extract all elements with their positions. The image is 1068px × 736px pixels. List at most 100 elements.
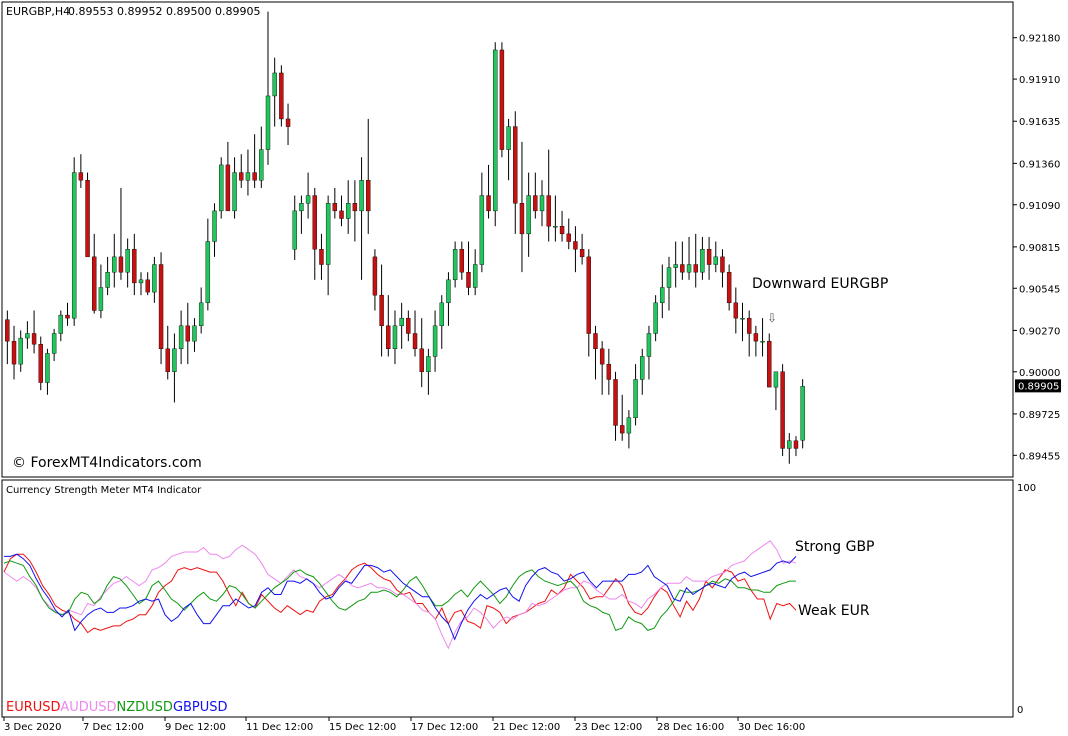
candle-bullish [760, 340, 765, 343]
candle-bullish [299, 203, 304, 212]
strong-gbp-label: Strong GBP [795, 539, 875, 555]
candle-bullish [198, 302, 204, 327]
candle-bearish [239, 172, 244, 181]
candle-bearish [793, 440, 799, 449]
candle-bearish [339, 210, 344, 219]
time-tick-label: 30 Dec 16:00 [738, 722, 805, 733]
candle-bullish [633, 379, 638, 418]
candle-bearish [559, 226, 565, 235]
price-tick-label: 0.91360 [1019, 159, 1060, 170]
candle-bearish [85, 180, 90, 258]
candles-layer [5, 11, 805, 464]
strength-line-nzdusd [3, 560, 796, 632]
candle-bearish [38, 344, 43, 383]
candle-bearish [185, 325, 190, 342]
candle-bearish [573, 241, 578, 250]
candle-bullish [105, 271, 110, 288]
price-tick-label: 0.90000 [1019, 368, 1060, 379]
candle-bullish [646, 333, 652, 357]
candle-bearish [566, 233, 571, 242]
candle-bearish [319, 248, 324, 265]
candle-bullish [446, 279, 451, 304]
candle-bullish [392, 325, 398, 350]
price-pane-border [1, 1, 1014, 478]
time-axis: 3 Dec 2020 7 Dec 12:00 9 Dec 12:00 11 Dec 1… [3, 717, 805, 733]
candle-bullish [272, 72, 277, 97]
candle-bullish [112, 256, 117, 273]
indicator-pane-border [1, 479, 1014, 718]
legend: EURUSDAUDUSDNZDUSDGBPUSD [6, 700, 228, 715]
price-tick-label: 0.91910 [1019, 75, 1060, 86]
candle-bearish [599, 348, 605, 365]
candle-bullish [292, 210, 297, 250]
price-tick-label: 0.89455 [1019, 451, 1060, 462]
candle-bearish [513, 126, 518, 204]
candle-bearish [767, 340, 772, 388]
candle-bearish [406, 317, 411, 334]
strength-line-gbpusd [4, 553, 797, 641]
time-tick-label: 11 Dec 12:00 [246, 722, 313, 733]
legend-audusd: AUDUSD [60, 700, 116, 715]
time-tick-label: 21 Dec 12:00 [493, 722, 560, 733]
candle-bullish [265, 95, 271, 150]
candle-bullish [787, 440, 792, 449]
candle-bearish [31, 333, 37, 345]
candle-bullish [325, 203, 331, 265]
candle-bullish [172, 348, 177, 372]
weak-eur-label: Weak EUR [798, 603, 870, 619]
candle-bullish [58, 314, 64, 334]
candle-bullish [472, 264, 478, 288]
candle-bullish [426, 356, 431, 372]
candle-bullish [399, 317, 404, 327]
candle-bearish [499, 49, 505, 150]
legend-gbpusd: GBPUSD [173, 700, 228, 715]
candle-bearish [486, 195, 491, 212]
candle-bullish [98, 287, 104, 311]
down-arrow-icon: ⇩ [767, 311, 777, 325]
price-tick-label: 0.90815 [1019, 243, 1060, 254]
candle-bullish [345, 203, 351, 219]
candle-bearish [593, 333, 598, 350]
candle-bearish [419, 348, 424, 372]
time-tick-label: 7 Dec 12:00 [83, 722, 144, 733]
candle-bullish [800, 386, 805, 441]
candle-bullish [205, 241, 211, 304]
candle-bullish [178, 325, 184, 350]
price-axis: 0.92180 0.91910 0.91635 0.91360 0.91090 0.908… [1013, 34, 1060, 462]
candle-bullish [686, 264, 692, 273]
candle-bullish [259, 149, 264, 181]
current-price-label: 0.89905 [1018, 381, 1059, 392]
candle-bullish [305, 195, 311, 204]
candle-bullish [25, 333, 30, 339]
candle-bearish [459, 248, 465, 273]
candle-bullish [192, 325, 197, 342]
candle-bullish [526, 195, 531, 235]
candle-bullish [125, 248, 130, 273]
candle-bearish [379, 294, 384, 327]
candle-bearish [606, 363, 612, 380]
candle-bearish [279, 72, 284, 120]
candle-bullish [479, 195, 485, 265]
candle-bearish [726, 271, 732, 304]
candle-bearish [586, 256, 591, 334]
candle-bullish [452, 248, 458, 281]
time-tick-label: 23 Dec 12:00 [575, 722, 642, 733]
time-tick-label: 3 Dec 2020 [4, 722, 62, 733]
candle-bullish [506, 126, 511, 150]
candle-bearish [11, 340, 17, 365]
candle-bearish [706, 248, 712, 265]
candle-bullish [439, 302, 444, 327]
candle-bullish [666, 267, 672, 288]
time-tick-label: 9 Dec 12:00 [165, 722, 226, 733]
indicator-scale-bottom: 0 [1017, 705, 1023, 716]
candle-bullish [660, 287, 665, 304]
candle-bullish [553, 226, 558, 228]
candle-bullish [245, 172, 251, 181]
candle-bearish [720, 256, 725, 273]
candle-bullish [673, 264, 678, 268]
candle-bullish [773, 371, 779, 388]
candle-bearish [65, 314, 70, 319]
candle-bullish [45, 353, 50, 383]
candle-bullish [152, 264, 157, 293]
